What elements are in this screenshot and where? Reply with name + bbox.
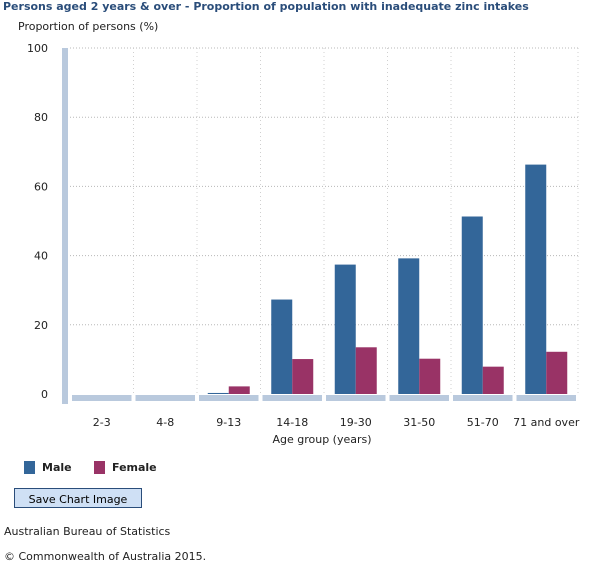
x-axis-segment xyxy=(326,395,386,401)
bar-male xyxy=(334,264,356,394)
legend-label-female: Female xyxy=(112,461,157,474)
y-tick-label: 20 xyxy=(34,319,48,332)
legend-swatch-male xyxy=(24,461,35,474)
x-axis-segment xyxy=(262,395,322,401)
bar-female xyxy=(419,358,441,394)
bar-male xyxy=(207,392,229,394)
bar-female xyxy=(228,386,250,394)
x-axis-segment xyxy=(135,395,195,401)
x-axis-segment xyxy=(72,395,132,401)
x-tick-label: 9-13 xyxy=(216,416,241,429)
x-axis-segment xyxy=(389,395,449,401)
x-tick-label: 2-3 xyxy=(93,416,111,429)
bar-male xyxy=(271,299,293,394)
copyright-text: © Commonwealth of Australia 2015. xyxy=(4,550,207,563)
x-tick-label: 31-50 xyxy=(403,416,435,429)
bar-female xyxy=(546,351,568,394)
y-axis-label: Proportion of persons (%) xyxy=(18,20,158,33)
x-tick-label: 4-8 xyxy=(156,416,174,429)
y-tick-label: 60 xyxy=(34,180,48,193)
x-axis-segment xyxy=(516,395,576,401)
x-tick-label: 14-18 xyxy=(276,416,308,429)
save-chart-image-button[interactable]: Save Chart Image xyxy=(14,488,142,508)
x-axis-segment xyxy=(199,395,259,401)
bar-female xyxy=(482,366,504,394)
x-axis-label: Age group (years) xyxy=(272,433,371,446)
x-axis-segment xyxy=(453,395,513,401)
y-axis xyxy=(62,48,68,404)
chart-title: Persons aged 2 years & over - Proportion… xyxy=(3,0,529,13)
source-text: Australian Bureau of Statistics xyxy=(4,525,171,538)
bar-male xyxy=(525,164,547,394)
legend-swatch-female xyxy=(94,461,105,474)
bar-female xyxy=(292,359,314,394)
x-tick-label: 71 and over xyxy=(513,416,580,429)
tick-labels: 0 20 40 60 80 100 2-3 4-8 9-13 14-18 19-30 31-50 51-… xyxy=(27,42,580,429)
y-tick-label: 80 xyxy=(34,111,48,124)
axes xyxy=(62,48,576,404)
bar-female xyxy=(355,347,377,394)
y-tick-label: 40 xyxy=(34,250,48,263)
bars xyxy=(207,164,568,394)
bar-male xyxy=(461,216,483,394)
x-tick-label: 19-30 xyxy=(340,416,372,429)
bar-male xyxy=(398,258,420,394)
gridlines xyxy=(70,47,579,394)
x-tick-label: 51-70 xyxy=(467,416,499,429)
legend-label-male: Male xyxy=(42,461,72,474)
bar-chart: Proportion of persons (%) 0 20 40 60 80 100 2-… xyxy=(18,20,580,446)
y-tick-label: 0 xyxy=(41,388,48,401)
y-tick-label: 100 xyxy=(27,42,48,55)
